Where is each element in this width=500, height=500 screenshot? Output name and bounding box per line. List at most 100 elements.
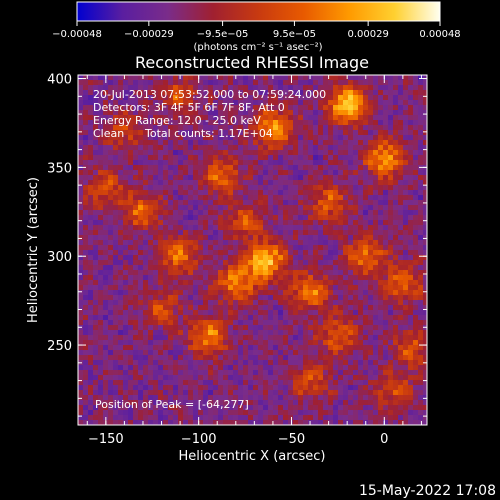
heatmap-cell (313, 285, 319, 291)
heatmap-cell (413, 105, 419, 111)
heatmap-cell (308, 365, 314, 371)
heatmap-cell (383, 420, 389, 425)
heatmap-cell (188, 235, 194, 241)
heatmap-cell (123, 280, 129, 286)
heatmap-cell (408, 205, 414, 211)
heatmap-cell (163, 400, 169, 406)
heatmap-cell (138, 390, 144, 396)
heatmap-cell (328, 360, 334, 366)
heatmap-cell (123, 200, 129, 206)
heatmap-cell (103, 195, 109, 201)
heatmap-cell (118, 410, 124, 416)
heatmap-cell (113, 280, 119, 286)
heatmap-cell (278, 215, 284, 221)
heatmap-cell (178, 250, 184, 256)
heatmap-cell (338, 120, 344, 126)
heatmap-cell (113, 295, 119, 301)
heatmap-cell (148, 255, 154, 261)
heatmap-cell (423, 120, 427, 126)
heatmap-cell (268, 380, 274, 386)
heatmap-cell (138, 125, 144, 131)
heatmap-cell (348, 115, 354, 121)
heatmap-cell (283, 140, 289, 146)
heatmap-cell (88, 280, 94, 286)
heatmap-cell (258, 160, 264, 166)
heatmap-cell (128, 125, 134, 131)
heatmap-cell (373, 340, 379, 346)
heatmap-cell (188, 240, 194, 246)
heatmap-cell (228, 420, 234, 425)
heatmap-cell (403, 190, 409, 196)
heatmap-cell (148, 375, 154, 381)
heatmap-cell (108, 80, 114, 86)
heatmap-cell (358, 235, 364, 241)
heatmap-cell (78, 285, 84, 291)
heatmap-cell (313, 110, 319, 116)
heatmap-cell (308, 325, 314, 331)
heatmap-cell (408, 220, 414, 226)
heatmap-cell (108, 385, 114, 391)
heatmap-cell (103, 255, 109, 261)
heatmap-cell (213, 330, 219, 336)
heatmap-cell (383, 190, 389, 196)
heatmap-cell (153, 80, 159, 86)
heatmap-cell (353, 105, 359, 111)
heatmap-cell (173, 150, 179, 156)
heatmap-cell (333, 320, 339, 326)
heatmap-cell (338, 85, 344, 91)
heatmap-cell (418, 150, 424, 156)
heatmap-cell (418, 75, 424, 81)
heatmap-cell (158, 295, 164, 301)
heatmap-cell (403, 175, 409, 181)
heatmap-cell (183, 360, 189, 366)
heatmap-cell (258, 145, 264, 151)
heatmap-cell (193, 185, 199, 191)
heatmap-cell (258, 180, 264, 186)
heatmap-cell (248, 355, 254, 361)
heatmap-cell (363, 255, 369, 261)
heatmap-cell (98, 95, 104, 101)
heatmap-cell (173, 405, 179, 411)
heatmap-cell (168, 195, 174, 201)
heatmap-cell (298, 115, 304, 121)
heatmap-cell (123, 170, 129, 176)
heatmap-cell (373, 310, 379, 316)
heatmap-cell (248, 335, 254, 341)
heatmap-cell (218, 165, 224, 171)
heatmap-cell (128, 105, 134, 111)
heatmap-cell (218, 340, 224, 346)
heatmap-cell (298, 340, 304, 346)
heatmap-cell (153, 235, 159, 241)
heatmap-cell (93, 390, 99, 396)
heatmap-cell (93, 165, 99, 171)
heatmap-cell (233, 305, 239, 311)
heatmap-cell (388, 155, 394, 161)
heatmap-cell (98, 355, 104, 361)
heatmap-cell (423, 205, 427, 211)
heatmap-cell (313, 375, 319, 381)
heatmap-cell (198, 360, 204, 366)
heatmap-cell (148, 300, 154, 306)
heatmap-cell (113, 200, 119, 206)
heatmap-cell (383, 225, 389, 231)
heatmap-cell (388, 345, 394, 351)
heatmap-cell (193, 395, 199, 401)
heatmap-cell (338, 275, 344, 281)
heatmap-cell (243, 355, 249, 361)
heatmap-cell (308, 105, 314, 111)
heatmap-cell (403, 130, 409, 136)
heatmap-cell (193, 150, 199, 156)
heatmap-cell (273, 275, 279, 281)
heatmap-cell (203, 255, 209, 261)
heatmap-cell (103, 350, 109, 356)
heatmap-cell (98, 90, 104, 96)
heatmap-cell (333, 300, 339, 306)
heatmap-cell (293, 370, 299, 376)
heatmap-cell (338, 90, 344, 96)
heatmap-cell (173, 355, 179, 361)
heatmap-cell (163, 90, 169, 96)
heatmap-cell (148, 290, 154, 296)
heatmap-cell (278, 375, 284, 381)
heatmap-cell (268, 170, 274, 176)
